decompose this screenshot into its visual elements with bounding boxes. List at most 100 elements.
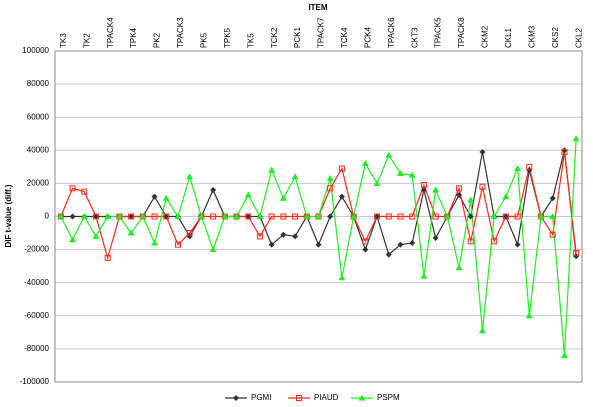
marker: [373, 179, 381, 186]
marker: [514, 213, 521, 220]
marker: [420, 272, 428, 279]
marker: [502, 213, 509, 220]
x-tick-label: PK2: [153, 32, 162, 48]
marker: [479, 183, 486, 190]
y-tick-label: -60000: [24, 311, 49, 320]
marker: [210, 213, 217, 220]
marker: [127, 229, 135, 236]
marker: [233, 395, 239, 401]
marker: [69, 213, 76, 220]
legend-label: PSPM: [377, 393, 400, 402]
marker: [432, 235, 439, 242]
x-tick-label: PCK1: [293, 27, 302, 48]
marker: [561, 148, 568, 155]
marker: [573, 249, 580, 256]
x-tick-label: CKM3: [527, 25, 536, 48]
x-tick-label: CKM2: [481, 25, 490, 48]
marker: [57, 213, 65, 219]
x-tick-label: TPACK7: [317, 17, 326, 48]
x-tick-label: TPK4: [129, 27, 138, 48]
marker: [396, 169, 404, 176]
marker: [244, 191, 252, 198]
marker: [292, 213, 299, 220]
legend-label: PIAUD: [314, 393, 339, 402]
marker: [358, 394, 366, 401]
marker: [420, 187, 427, 194]
marker: [456, 191, 463, 198]
marker: [350, 213, 358, 219]
x-tick-label: CKS2: [551, 27, 560, 48]
marker: [69, 185, 76, 192]
y-axis-label: DIF t-value (diff.): [4, 184, 13, 247]
marker: [491, 238, 498, 245]
marker: [162, 194, 170, 201]
marker: [420, 182, 427, 189]
x-tick-label: TPK5: [223, 27, 232, 48]
x-tick-label: TPACK8: [457, 17, 466, 48]
marker: [514, 241, 521, 248]
marker: [455, 264, 463, 271]
marker: [374, 213, 381, 220]
marker: [174, 241, 181, 248]
marker: [280, 213, 287, 220]
x-tick-label: CKL2: [574, 27, 583, 48]
marker: [572, 135, 580, 142]
marker: [338, 193, 345, 200]
marker: [327, 185, 334, 192]
marker: [292, 233, 299, 240]
marker: [443, 213, 451, 219]
x-tick-label: TCK2: [270, 27, 279, 48]
marker: [397, 213, 404, 220]
marker: [291, 173, 299, 180]
x-tick-label: TK5: [246, 33, 255, 48]
marker: [151, 193, 158, 200]
marker: [408, 171, 416, 178]
marker: [467, 238, 474, 245]
marker: [456, 185, 463, 192]
marker: [526, 167, 533, 174]
marker: [409, 239, 416, 246]
marker: [432, 213, 439, 220]
x-tick-label: CKT3: [410, 27, 419, 48]
marker: [362, 238, 369, 245]
legend-label: PGMI: [251, 393, 271, 402]
marker: [128, 213, 135, 220]
y-tick-label: 80000: [27, 79, 50, 88]
marker: [279, 194, 287, 201]
marker: [151, 239, 159, 246]
marker: [104, 254, 111, 261]
marker: [210, 187, 217, 194]
plot-border: [54, 50, 583, 383]
marker: [561, 147, 568, 154]
y-tick-label: -40000: [24, 278, 49, 287]
x-tick-label: TPACK3: [176, 17, 185, 48]
marker: [479, 148, 486, 155]
marker: [256, 213, 264, 219]
marker: [362, 246, 369, 253]
x-tick-label: TK2: [82, 33, 91, 48]
marker: [409, 213, 416, 220]
marker: [268, 213, 275, 220]
marker: [245, 213, 252, 220]
marker: [549, 231, 556, 238]
y-tick-label: 100000: [22, 46, 49, 55]
marker: [327, 213, 334, 220]
x-tick-label: PK5: [199, 32, 208, 48]
marker: [549, 213, 557, 219]
marker: [303, 213, 311, 219]
marker: [139, 213, 147, 219]
x-tick-label: TPACK5: [434, 17, 443, 48]
marker: [104, 213, 112, 219]
x-tick-label: TPACK6: [387, 17, 396, 48]
marker: [374, 213, 381, 220]
marker: [128, 213, 135, 220]
series-line: [60, 150, 577, 257]
marker: [432, 186, 440, 193]
marker: [186, 233, 193, 240]
marker: [537, 213, 545, 219]
marker: [81, 188, 88, 195]
marker: [560, 352, 568, 359]
marker: [151, 213, 158, 220]
marker: [385, 213, 392, 220]
